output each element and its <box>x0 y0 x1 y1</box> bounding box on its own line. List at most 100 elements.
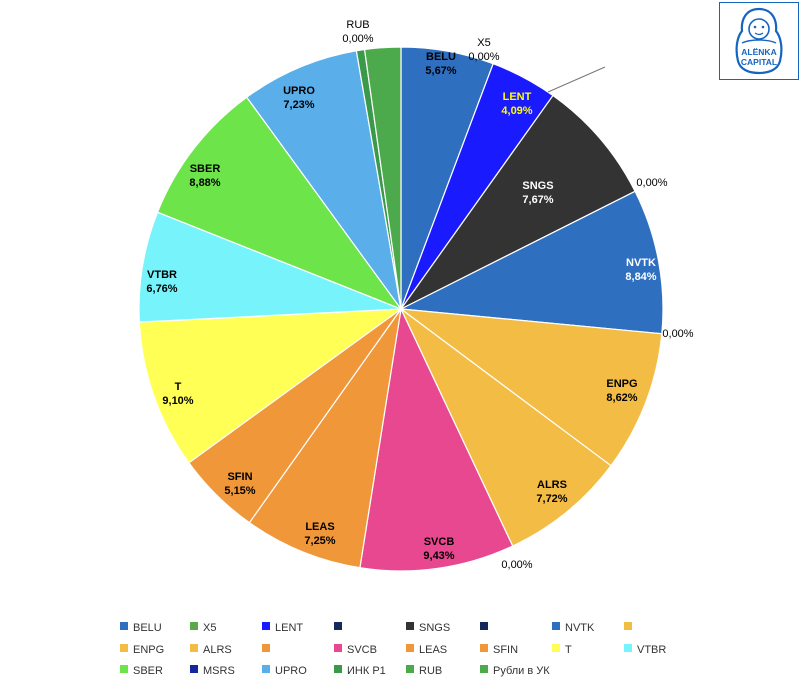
legend-item: LENT <box>262 622 303 634</box>
legend-label: SBER <box>133 665 163 677</box>
legend-swatch <box>552 644 560 652</box>
legend-item: MSRS <box>190 665 235 677</box>
legend-swatch <box>262 622 270 630</box>
slice-label: SVCB 9,43% <box>423 536 454 562</box>
legend-swatch <box>334 622 342 630</box>
slice-label: ENPG 8,62% <box>606 378 637 404</box>
slice-label: 0,00% <box>662 328 693 340</box>
logo-line2: CAPITAL <box>741 57 777 67</box>
slice-label: LENT 4,09% <box>501 91 532 117</box>
legend-item <box>262 644 270 652</box>
legend-label: SNGS <box>419 622 450 634</box>
legend-swatch <box>262 644 270 652</box>
legend-label: ALRS <box>203 644 232 656</box>
legend-label: ИНК Р1 <box>347 665 386 677</box>
legend-item: X5 <box>190 622 216 634</box>
legend-swatch <box>262 665 270 673</box>
legend-item: UPRO <box>262 665 307 677</box>
legend-item: Рубли в УК <box>480 665 550 677</box>
legend-item: SFIN <box>480 644 518 656</box>
legend-swatch <box>406 644 414 652</box>
legend-label: Рубли в УК <box>493 665 550 677</box>
legend-swatch <box>120 665 128 673</box>
legend-item <box>334 622 342 630</box>
pie-slice-enpg <box>398 308 663 467</box>
legend-item <box>624 622 632 630</box>
pie-slice-upro <box>245 50 402 310</box>
legend-swatch <box>480 644 488 652</box>
legend-swatch <box>190 622 198 630</box>
pie-slice-t <box>138 308 403 464</box>
slice-label: SBER 8,88% <box>189 163 220 189</box>
legend-label: LENT <box>275 622 303 634</box>
legend-item: NVTK <box>552 622 595 634</box>
legend-item: ALRS <box>190 644 232 656</box>
slice-label: 0,00% <box>501 559 532 571</box>
legend-label: RUB <box>419 665 442 677</box>
slice-label: ALRS 7,72% <box>536 479 567 505</box>
slice-label: SFIN 5,15% <box>224 471 255 497</box>
legend-item: SNGS <box>406 622 450 634</box>
legend-swatch <box>480 665 488 673</box>
slice-label: 0,00% <box>636 177 667 189</box>
slice-label: RUB 0,00% <box>342 19 373 45</box>
legend-item: T <box>552 644 572 656</box>
legend-label: X5 <box>203 622 216 634</box>
slice-label: T 9,10% <box>162 381 193 407</box>
slice-label: SNGS 7,67% <box>522 180 553 206</box>
legend-swatch <box>406 665 414 673</box>
legend-swatch <box>624 644 632 652</box>
slice-labels: BELU 5,67% X5 0,00% LENT 4,09% SNGS 7,67% 0,00% N… <box>146 19 693 571</box>
legend-item: VTBR <box>624 644 666 656</box>
legend-swatch <box>406 622 414 630</box>
matryoshka-icon: ALЁNKA CAPITAL <box>735 7 783 75</box>
leader-line <box>547 66 606 93</box>
pie-slice-рубли-в-ук <box>363 46 402 310</box>
pie-slice-leas <box>248 308 402 569</box>
slice-label: NVTK 8,84% <box>625 257 656 283</box>
legend-swatch <box>120 644 128 652</box>
legend-item: ИНК Р1 <box>334 665 386 677</box>
legend-label: VTBR <box>637 644 666 656</box>
slice-label: X5 0,00% <box>468 37 499 63</box>
legend-item: RUB <box>406 665 442 677</box>
pie-slice-sber <box>156 96 403 311</box>
legend-swatch <box>190 644 198 652</box>
legend-item: LEAS <box>406 644 447 656</box>
pie-slice-vtbr <box>138 211 402 323</box>
legend-swatch <box>334 644 342 652</box>
legend-label: NVTK <box>565 622 595 634</box>
legend-item <box>480 622 488 630</box>
legend-swatch <box>624 622 632 630</box>
legend-item: BELU <box>120 622 162 634</box>
legend-swatch <box>190 665 198 673</box>
slice-label: LEAS 7,25% <box>304 521 335 547</box>
pie-slice-nvtk <box>398 190 664 335</box>
legend-label: SVCB <box>347 644 377 656</box>
legend-swatch <box>480 622 488 630</box>
pie-slice-svcb <box>359 306 514 572</box>
legend-label: ENPG <box>133 644 164 656</box>
legend-item: SBER <box>120 665 163 677</box>
legend-label: BELU <box>133 622 162 634</box>
legend-item: SVCB <box>334 644 377 656</box>
slice-label: BELU 5,67% <box>425 51 456 77</box>
slice-label: UPRO 7,23% <box>283 85 315 111</box>
legend-label: LEAS <box>419 644 447 656</box>
pie-slice-alrs <box>400 308 612 547</box>
slice-label: VTBR 6,76% <box>146 269 177 295</box>
pie-slices <box>138 46 664 572</box>
legend-swatch <box>552 622 560 630</box>
legend-label: SFIN <box>493 644 518 656</box>
legend-swatch <box>334 665 342 673</box>
logo-line1: ALЁNKA <box>741 47 776 57</box>
legend-label: UPRO <box>275 665 307 677</box>
legend-item: ENPG <box>120 644 164 656</box>
legend-swatch <box>120 622 128 630</box>
legend-label: T <box>565 644 572 656</box>
pie-slice-sngs <box>400 94 636 310</box>
legend: BELU X5 LENT SNGS NVTK ENPG ALRS SVCB LEAS SFIN T V… <box>120 622 666 677</box>
legend-label: MSRS <box>203 665 235 677</box>
alenka-capital-logo: ALЁNKA CAPITAL <box>719 2 799 80</box>
